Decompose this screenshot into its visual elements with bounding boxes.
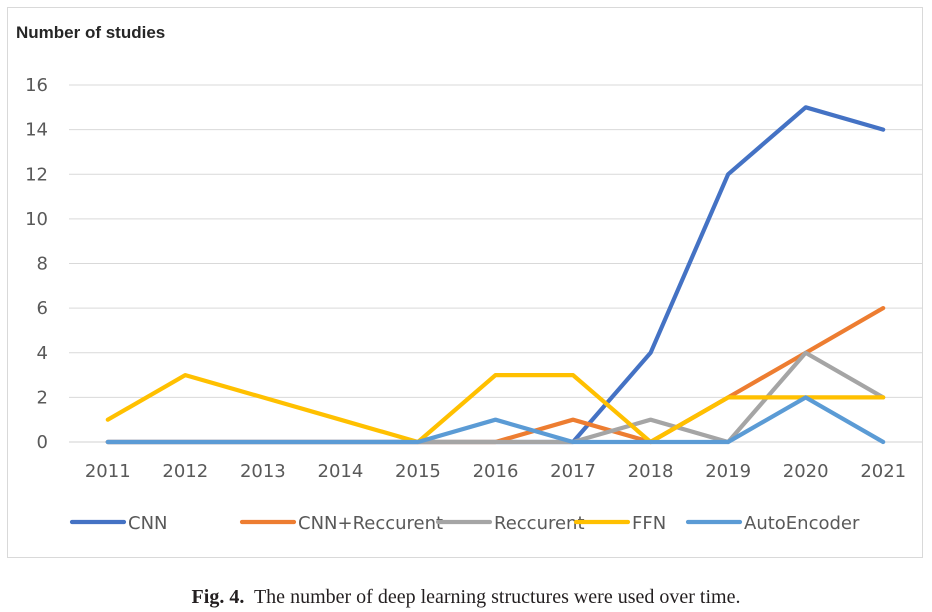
legend-label: FFN: [632, 513, 666, 534]
x-tick-label: 2021: [860, 461, 906, 482]
y-tick-label: 12: [25, 164, 48, 185]
legend-label: Reccurent: [494, 513, 585, 534]
x-tick-label: 2016: [473, 461, 519, 482]
x-tick-label: 2019: [705, 461, 751, 482]
legend-label: AutoEncoder: [744, 513, 860, 534]
x-tick-label: 2014: [318, 461, 364, 482]
series-lines: [105, 105, 886, 445]
x-tick-label: 2013: [240, 461, 286, 482]
y-tick-label: 10: [25, 209, 48, 230]
x-tick-label: 2011: [85, 461, 131, 482]
x-tick-label: 2017: [550, 461, 596, 482]
legend-label: CNN: [128, 513, 168, 534]
gridlines: [69, 84, 922, 443]
caption-text: The number of deep learning structures w…: [253, 586, 741, 608]
series-line-ffn: [105, 373, 886, 445]
y-tick-label: 0: [37, 432, 48, 453]
x-tick-label: 2018: [628, 461, 674, 482]
x-tick-label: 2015: [395, 461, 441, 482]
y-axis-label: Number of studies: [16, 23, 165, 42]
series-line-cnn: [105, 105, 886, 445]
x-tick-labels: 2011 2012 2013 2014 2015 2016 2017 2018 2019 2020…: [85, 461, 906, 482]
chart-frame: Number of studies 0 2 4 6 8 10 12 14 16 2011 2012…: [7, 7, 923, 558]
caption-label: Fig. 4.: [191, 586, 245, 608]
y-tick-label: 4: [37, 343, 48, 364]
y-tick-label: 8: [37, 254, 48, 275]
y-tick-label: 6: [37, 298, 48, 319]
y-tick-label: 14: [25, 120, 48, 141]
legend: CNN CNN+Reccurent Reccurent FFN AutoEncoder: [69, 513, 860, 534]
line-chart: Number of studies 0 2 4 6 8 10 12 14 16 2011 2012…: [16, 23, 922, 534]
y-tick-label: 2: [37, 387, 48, 408]
y-tick-labels: 0 2 4 6 8 10 12 14 16: [25, 75, 48, 453]
series-line-autoencoder: [105, 395, 886, 445]
figure-caption: Fig. 4. The number of deep learning stru…: [0, 586, 932, 609]
legend-label: CNN+Reccurent: [298, 513, 443, 534]
x-tick-label: 2020: [783, 461, 829, 482]
y-tick-label: 16: [25, 75, 48, 96]
x-tick-label: 2012: [162, 461, 208, 482]
